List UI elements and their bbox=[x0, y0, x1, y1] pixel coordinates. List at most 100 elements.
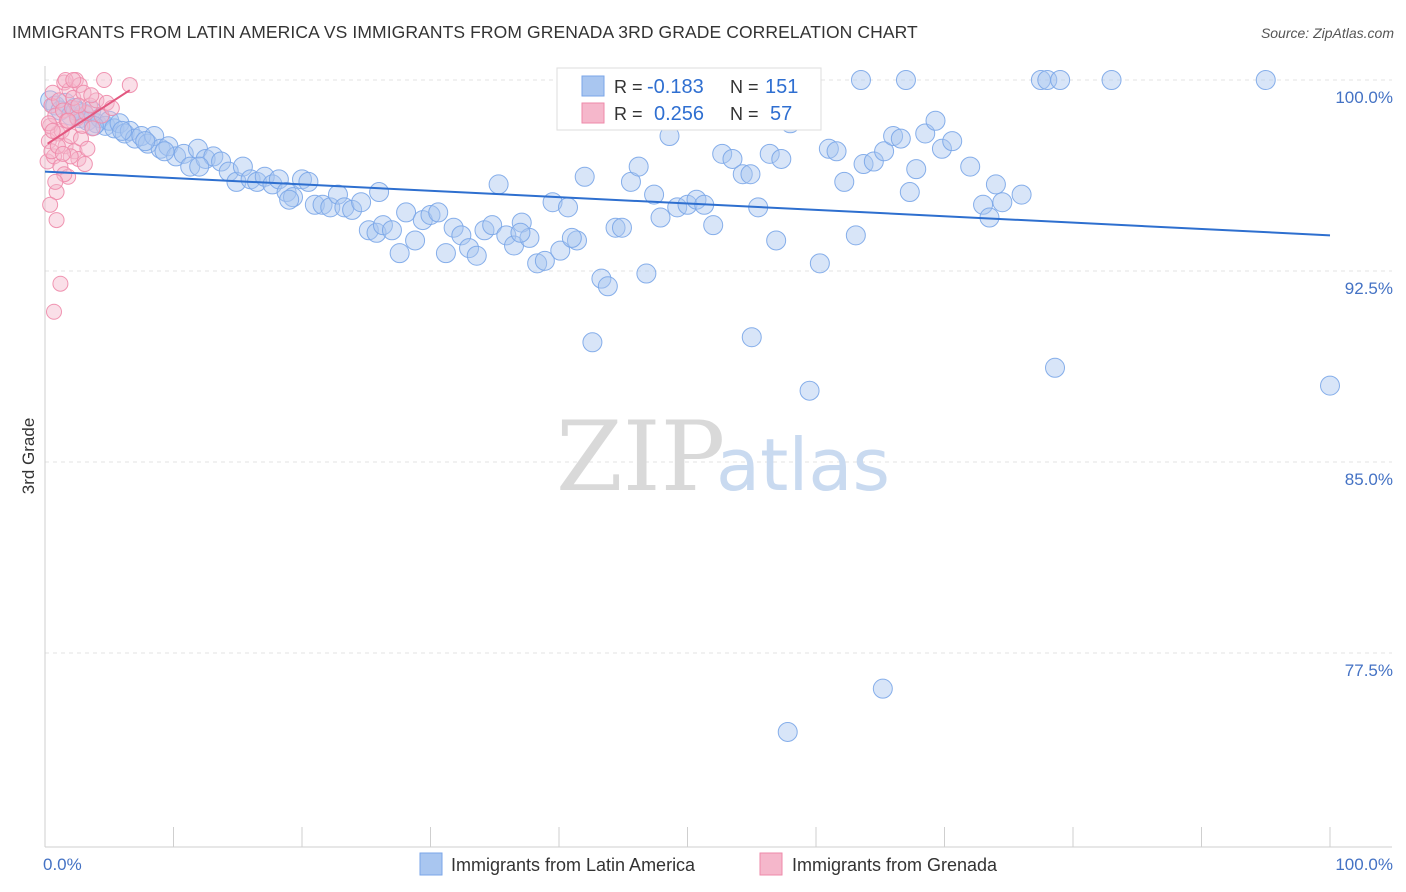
series-0-point-115 bbox=[890, 128, 911, 149]
series-1-point-26 bbox=[72, 130, 89, 147]
series-0-point-46 bbox=[327, 184, 348, 205]
series-0-point-33 bbox=[232, 156, 253, 177]
series-0-point-133 bbox=[850, 70, 871, 90]
series-0-point-96 bbox=[722, 148, 743, 169]
series-0-point-24 bbox=[166, 146, 187, 167]
series-0-point-146 bbox=[154, 141, 175, 162]
stats-n-value-2: 57 bbox=[770, 103, 792, 125]
series-1-point-44 bbox=[65, 72, 82, 88]
series-0-point-16 bbox=[114, 123, 135, 144]
series-0-trend-line bbox=[44, 170, 1331, 237]
y-tick-label-0: 100.0% bbox=[1335, 88, 1393, 107]
watermark-zip: ZIP bbox=[556, 401, 725, 513]
series-0-point-82 bbox=[605, 217, 626, 238]
series-0-point-122 bbox=[960, 156, 981, 177]
series-1-point-11 bbox=[53, 122, 70, 139]
series-0-point-120 bbox=[931, 138, 952, 159]
series-0-point-144 bbox=[279, 189, 300, 210]
series-1-trend-line bbox=[47, 89, 131, 145]
series-0-point-143 bbox=[369, 182, 390, 203]
series-0-point-56 bbox=[405, 230, 426, 251]
series-0-point-98 bbox=[740, 164, 761, 185]
series-0-point-97 bbox=[732, 164, 753, 185]
series-0-point-128 bbox=[777, 721, 798, 742]
stats-n-label-2: N = bbox=[730, 104, 759, 124]
series-0-point-114 bbox=[883, 126, 904, 147]
watermark: ZIP atlas bbox=[556, 401, 890, 513]
legend-swatch-latin-america bbox=[419, 852, 443, 876]
series-0-point-30 bbox=[211, 151, 232, 172]
series-0-point-86 bbox=[636, 263, 657, 284]
series-1-point-25 bbox=[71, 77, 88, 94]
series-0-point-62 bbox=[451, 225, 472, 246]
series-1-point-54 bbox=[83, 87, 100, 104]
series-0-point-15 bbox=[109, 113, 130, 134]
series-0-point-100 bbox=[759, 143, 780, 164]
series-0-point-94 bbox=[703, 215, 724, 236]
chart-title: IMMIGRANTS FROM LATIN AMERICA VS IMMIGRA… bbox=[12, 22, 918, 42]
series-1-point-29 bbox=[76, 156, 93, 173]
series-0-point-112 bbox=[863, 151, 884, 172]
series-0-point-47 bbox=[334, 197, 355, 218]
series-0-point-60 bbox=[435, 243, 456, 264]
series-0-point-71 bbox=[519, 227, 540, 248]
series-0-point-108 bbox=[826, 141, 847, 162]
legend-swatch-grenada bbox=[759, 852, 783, 876]
series-0-point-42 bbox=[298, 171, 319, 192]
legend-label-grenada: Immigrants from Grenada bbox=[792, 855, 998, 875]
series-0-point-101 bbox=[766, 230, 787, 251]
series-0-point-106 bbox=[809, 253, 830, 274]
series-1-point-45 bbox=[96, 72, 113, 88]
series-0-point-125 bbox=[985, 174, 1006, 195]
bottom-legend: Immigrants from Latin America Immigrants… bbox=[419, 852, 998, 876]
series-0-point-142 bbox=[510, 222, 531, 243]
series-0-point-88 bbox=[650, 207, 671, 228]
series-0-point-55 bbox=[396, 202, 417, 223]
series-1-point-42 bbox=[45, 303, 62, 320]
series-0-point-129 bbox=[872, 678, 893, 699]
series-0-point-110 bbox=[845, 225, 866, 246]
stats-r-value-2: 0.256 bbox=[654, 103, 704, 125]
series-0-point-119 bbox=[925, 110, 946, 131]
series-0-point-64 bbox=[466, 245, 487, 266]
stats-n-value-1: 151 bbox=[765, 76, 798, 98]
series-0-point-131 bbox=[1045, 357, 1066, 378]
series-0-point-73 bbox=[534, 250, 555, 271]
series-0-point-79 bbox=[582, 332, 603, 353]
series-0-point-87 bbox=[644, 184, 665, 205]
series-0-point-121 bbox=[942, 131, 963, 152]
series-0-point-77 bbox=[566, 230, 587, 251]
series-0-point-81 bbox=[597, 276, 618, 297]
series-0-point-116 bbox=[899, 182, 920, 203]
series-0-point-21 bbox=[144, 126, 165, 147]
series-0-point-63 bbox=[459, 238, 480, 259]
x-tick-label-0: 0.0% bbox=[43, 855, 82, 874]
series-0-point-78 bbox=[574, 166, 595, 187]
series-0-point-117 bbox=[906, 159, 927, 180]
x-tick-label-1: 100.0% bbox=[1335, 855, 1393, 874]
series-0-point-113 bbox=[874, 141, 895, 162]
series-0-point-105 bbox=[799, 380, 820, 401]
series-1-point-53 bbox=[70, 97, 87, 114]
series-0-point-54 bbox=[389, 243, 410, 264]
watermark-atlas: atlas bbox=[716, 423, 890, 507]
series-0-point-138 bbox=[1101, 70, 1122, 90]
series-0-point-83 bbox=[611, 217, 632, 238]
series-0-point-58 bbox=[420, 204, 441, 225]
series-0-point-43 bbox=[304, 194, 325, 215]
stats-r-value-1: -0.183 bbox=[647, 76, 704, 98]
series-0-point-127 bbox=[1011, 184, 1032, 205]
series-0-point-109 bbox=[834, 171, 855, 192]
series-1-point-40 bbox=[48, 212, 65, 229]
series-1-point-12 bbox=[54, 102, 71, 119]
series-0-point-95 bbox=[712, 143, 733, 164]
series-0-point-59 bbox=[428, 202, 449, 223]
series-0-point-137 bbox=[1050, 70, 1071, 90]
series-1-point-51 bbox=[44, 122, 61, 139]
series-1-point-31 bbox=[79, 140, 96, 157]
series-0-point-67 bbox=[488, 174, 509, 195]
series-0-point-44 bbox=[312, 194, 333, 215]
series-1-point-52 bbox=[60, 112, 77, 129]
source-credit: Source: ZipAtlas.com bbox=[1260, 25, 1394, 41]
